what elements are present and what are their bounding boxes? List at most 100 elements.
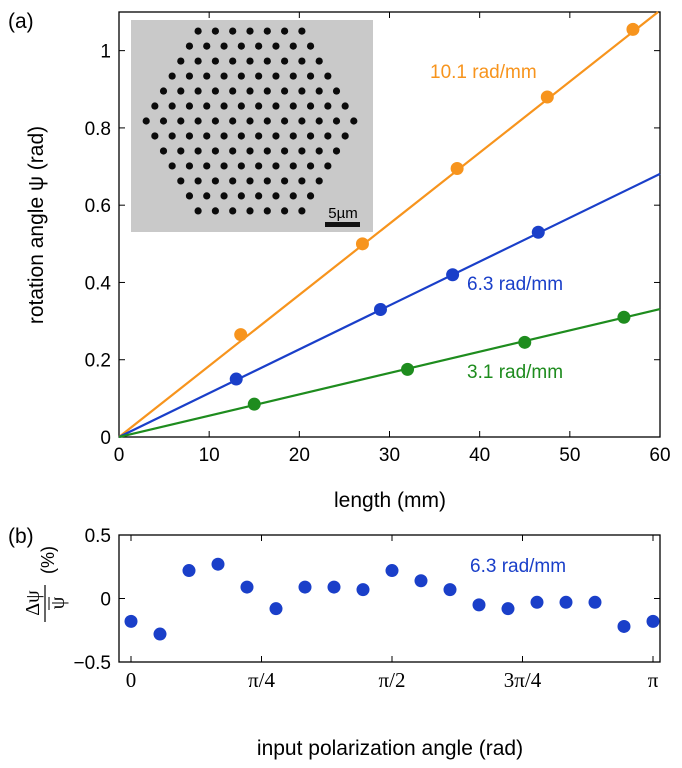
- inset-hole: [281, 57, 289, 65]
- panel-b-label: (b): [8, 525, 34, 548]
- panel-b-y-tick-label: −0.5: [73, 653, 111, 674]
- data-point-series-0: [355, 237, 369, 251]
- inset-hole: [246, 57, 254, 65]
- inset-hole: [185, 192, 194, 200]
- panel-b-data-point: [240, 580, 254, 594]
- data-point-series-1: [446, 268, 460, 282]
- panel-b-x-axis-label: input polarization angle (rad): [257, 737, 523, 760]
- inset-hole: [289, 102, 297, 110]
- inset-hole: [255, 192, 263, 200]
- inset-hole: [151, 102, 159, 110]
- inset-hole: [341, 132, 349, 140]
- inset-hole: [306, 192, 315, 200]
- inset-hole: [298, 207, 306, 215]
- panel-b-series-label: 6.3 rad/mm: [470, 556, 566, 577]
- inset-hole: [229, 87, 237, 95]
- inset-hole: [332, 117, 341, 125]
- inset-hole: [185, 162, 194, 170]
- panel-a-y-tick-label: 0.6: [85, 196, 111, 217]
- data-point-series-2: [247, 397, 261, 411]
- panel-b-data-point: [617, 619, 631, 633]
- inset-hole: [159, 117, 168, 125]
- inset-hole: [255, 162, 263, 170]
- panel-a-x-tick-label: 0: [114, 445, 125, 466]
- inset-hole: [324, 162, 332, 170]
- inset-hole: [263, 117, 271, 125]
- inset-hole: [255, 132, 263, 140]
- fit-line-series-2: [118, 307, 661, 439]
- panel-b-data-point: [443, 583, 457, 597]
- inset-hole: [246, 117, 254, 125]
- inset-micrograph: 5µm: [131, 20, 373, 232]
- inset-hole: [237, 42, 245, 50]
- inset-hole: [185, 72, 194, 80]
- panel-b-data-point: [501, 602, 515, 616]
- inset-hole: [272, 102, 280, 110]
- inset-hole: [263, 147, 271, 155]
- inset-hole: [341, 102, 349, 110]
- inset-hole: [194, 27, 202, 35]
- panel-a-x-tick-label: 30: [379, 445, 400, 466]
- inset-hole: [281, 117, 289, 125]
- inset-hole: [263, 177, 271, 185]
- inset-background: [131, 20, 373, 232]
- panel-b-data-point: [414, 574, 428, 588]
- inset-hole: [151, 132, 159, 140]
- inset-hole: [306, 162, 315, 170]
- inset-hole: [203, 42, 211, 50]
- panel-b-data-point: [530, 595, 544, 609]
- inset-hole: [281, 177, 289, 185]
- panel-b-x-tick-label: π/4: [248, 668, 275, 692]
- inset-hole: [142, 117, 150, 125]
- panel-b-data-point: [588, 595, 602, 609]
- inset-hole: [220, 192, 228, 200]
- inset-hole: [298, 57, 306, 65]
- inset-hole: [289, 162, 297, 170]
- panel-a-x-tick-label: 20: [289, 445, 310, 466]
- inset-hole: [203, 162, 211, 170]
- inset-hole: [263, 87, 271, 95]
- inset-hole: [185, 102, 194, 110]
- series-label-3-1: 3.1 rad/mm: [467, 362, 563, 383]
- inset-hole: [298, 147, 306, 155]
- panel-b-data-point: [646, 614, 660, 628]
- data-point-series-2: [518, 335, 532, 349]
- panel-b-series: [124, 557, 660, 641]
- panel-a-y-tick-label: 1: [100, 42, 111, 63]
- inset-hole: [211, 57, 219, 65]
- inset-hole: [263, 57, 271, 65]
- data-point-series-1: [373, 303, 387, 316]
- panel-a-series: [118, 11, 661, 439]
- inset-hole: [229, 147, 237, 155]
- inset-hole: [332, 87, 341, 95]
- panel-b-data-point: [211, 557, 225, 571]
- inset-hole: [177, 117, 185, 125]
- inset-hole: [272, 72, 280, 80]
- data-point-series-1: [229, 372, 243, 386]
- panel-b-y-tick-label: 0.5: [85, 526, 111, 547]
- panel-b-data-point: [269, 602, 283, 616]
- panel-b-data-point: [327, 580, 341, 594]
- inset-hole: [177, 87, 185, 95]
- inset-hole: [185, 42, 194, 50]
- inset-hole: [229, 117, 237, 125]
- series-label-6-3: 6.3 rad/mm: [467, 274, 563, 295]
- inset-hole: [194, 117, 202, 125]
- inset-hole: [211, 117, 219, 125]
- inset-hole: [246, 147, 254, 155]
- inset-hole: [229, 57, 237, 65]
- inset-hole: [324, 102, 332, 110]
- fit-line-series-0: [118, 11, 659, 438]
- series-label-10-1: 10.1 rad/mm: [430, 62, 537, 83]
- inset-hole: [350, 117, 358, 125]
- inset-hole: [211, 177, 219, 185]
- panel-b-y-label-denominator: ψ: [47, 596, 69, 609]
- inset-hole: [229, 207, 237, 215]
- inset-hole: [281, 27, 289, 35]
- inset-hole: [281, 87, 289, 95]
- panel-b-plot: 0 π/4 π/2 3π/4 π −0.5 0 0.5: [73, 526, 660, 692]
- inset-hole: [237, 132, 245, 140]
- panel-a-x-tick-label: 60: [649, 445, 670, 466]
- inset-hole: [229, 27, 237, 35]
- inset-hole: [194, 57, 202, 65]
